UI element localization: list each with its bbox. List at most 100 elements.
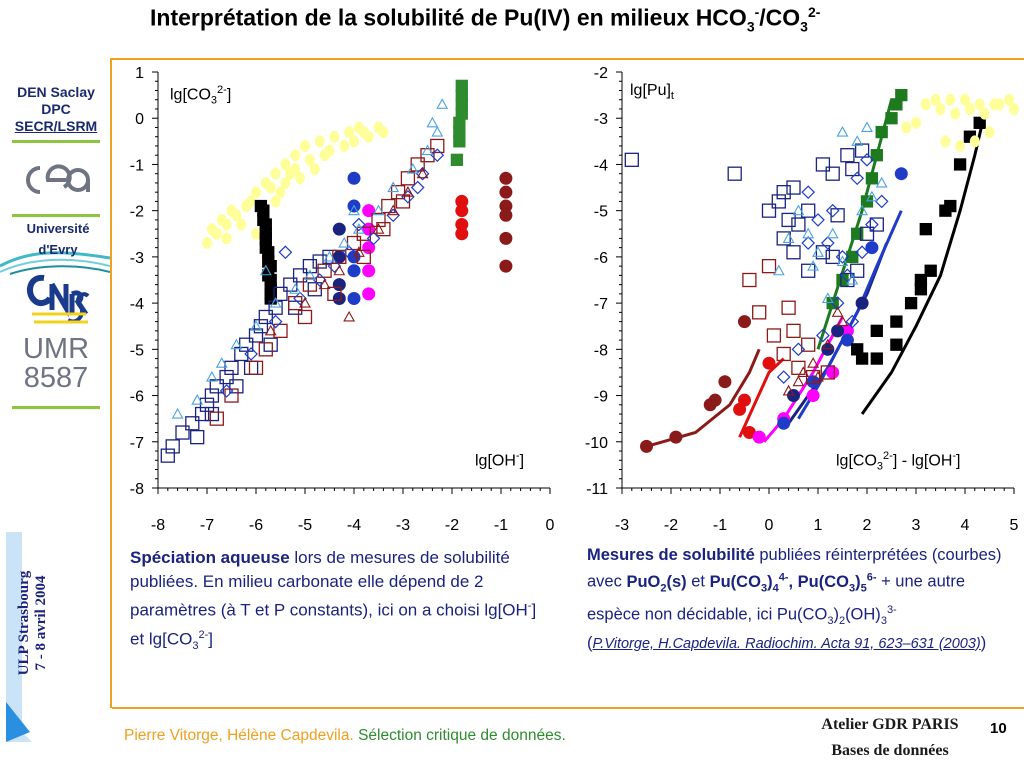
- data-point: [920, 98, 931, 111]
- data-point: [911, 116, 921, 129]
- y-tick-label: -8: [130, 481, 144, 498]
- cea-logo: [18, 160, 98, 205]
- data-point: [836, 255, 849, 267]
- y-tick-label: -5: [130, 342, 144, 359]
- data-point: [430, 148, 445, 163]
- data-point: [845, 161, 860, 177]
- data-point: [299, 296, 311, 308]
- y-tick-label: -2: [594, 65, 608, 82]
- data-point: [821, 292, 834, 304]
- data-point: [288, 300, 303, 315]
- data-point: [259, 232, 272, 245]
- data-point: [371, 212, 386, 228]
- data-point: [786, 323, 801, 338]
- data-point: [406, 162, 419, 174]
- data-point: [202, 237, 212, 250]
- data-point: [825, 203, 840, 218]
- data-point: [815, 157, 831, 172]
- data-point: [342, 245, 356, 260]
- x-tick-label: 2: [863, 517, 872, 534]
- data-point: [846, 250, 859, 264]
- data-point: [831, 324, 845, 338]
- data-point: [295, 172, 306, 185]
- data-point: [885, 112, 898, 125]
- x-tick-label: -7: [200, 517, 214, 534]
- data-point: [850, 263, 865, 278]
- data-point: [268, 300, 283, 315]
- data-point: [362, 287, 376, 301]
- data-point: [851, 135, 864, 146]
- data-point: [792, 204, 805, 216]
- data-point: [752, 430, 766, 444]
- data-point: [347, 250, 361, 264]
- data-point: [219, 369, 234, 385]
- data-point: [280, 176, 291, 189]
- data-point: [791, 360, 806, 375]
- data-point: [327, 259, 342, 273]
- data-point: [960, 93, 970, 106]
- data-point: [727, 166, 742, 181]
- org-line-2: DPC: [41, 101, 71, 117]
- data-point: [499, 199, 513, 213]
- data-point: [244, 347, 258, 361]
- data-point: [752, 305, 767, 320]
- x-tick-label: -2: [445, 517, 459, 534]
- data-point: [224, 388, 239, 403]
- data-point: [499, 185, 513, 199]
- data-point: [836, 125, 849, 137]
- data-point: [338, 236, 351, 248]
- x-tick-label: 4: [961, 517, 970, 534]
- left-chart-y-label: lg[CO32-]: [170, 84, 232, 107]
- data-point: [851, 343, 864, 356]
- data-point: [314, 135, 325, 148]
- data-point: [830, 208, 845, 223]
- data-point: [455, 218, 469, 232]
- data-point: [401, 186, 414, 197]
- data-point: [782, 232, 795, 243]
- data-point: [718, 375, 732, 389]
- data-point: [820, 365, 835, 380]
- data-point: [762, 356, 776, 370]
- data-point: [190, 430, 205, 445]
- data-point: [215, 357, 228, 368]
- data-point: [640, 439, 653, 453]
- data-point: [401, 189, 415, 204]
- data-point: [945, 93, 956, 106]
- university-block: Université d'Evry: [10, 218, 106, 260]
- umr-line-2: 8587: [23, 362, 89, 394]
- footer-authors: Pierre Vitorge, Hélène Capdevila. Sélect…: [124, 727, 566, 744]
- data-point: [830, 296, 845, 310]
- data-point: [766, 328, 782, 343]
- x-tick-label: 0: [546, 517, 555, 534]
- y-tick-label: -9: [594, 389, 608, 406]
- data-point: [865, 241, 879, 255]
- event-line-2: Bases de données: [831, 742, 949, 759]
- data-point: [199, 397, 215, 412]
- data-point: [1004, 93, 1015, 106]
- chart-area: 10-1-2-3-4-5-6-7-8-8 -7 -6 -5 -4 -3 -2 -1 0 -2-3…: [130, 65, 1019, 534]
- y-tick-label: -7: [130, 435, 144, 452]
- y-tick-label: -1: [130, 157, 144, 174]
- data-point: [846, 273, 859, 285]
- x-tick-label: -5: [298, 517, 312, 534]
- reference-link[interactable]: P.Vitorge, H.Capdevila. Radiochim. Acta …: [592, 635, 981, 652]
- data-point: [280, 158, 291, 171]
- x-tick-label: -3: [396, 517, 410, 534]
- data-point: [426, 116, 439, 128]
- data-point: [264, 259, 277, 273]
- data-point: [761, 258, 777, 274]
- chart-left: 1 0 -1 -2 -3 -4 -5 -6 -7 -8 -8 -7 -6 -5 -4 -3 -2 -1 0: [130, 65, 555, 534]
- data-point: [362, 241, 376, 255]
- data-point: [869, 217, 884, 232]
- data-point: [436, 98, 449, 109]
- data-point: [303, 269, 316, 280]
- data-point: [856, 204, 869, 216]
- y-tick-label: 1: [135, 65, 144, 82]
- data-point: [431, 125, 444, 137]
- data-point: [738, 315, 751, 329]
- data-point: [825, 249, 840, 265]
- data-point: [300, 139, 310, 152]
- y-tick-label: -6: [130, 389, 144, 406]
- data-point: [319, 149, 330, 162]
- organization-block: DEN Saclay DPC SECR/LSRM: [6, 84, 106, 135]
